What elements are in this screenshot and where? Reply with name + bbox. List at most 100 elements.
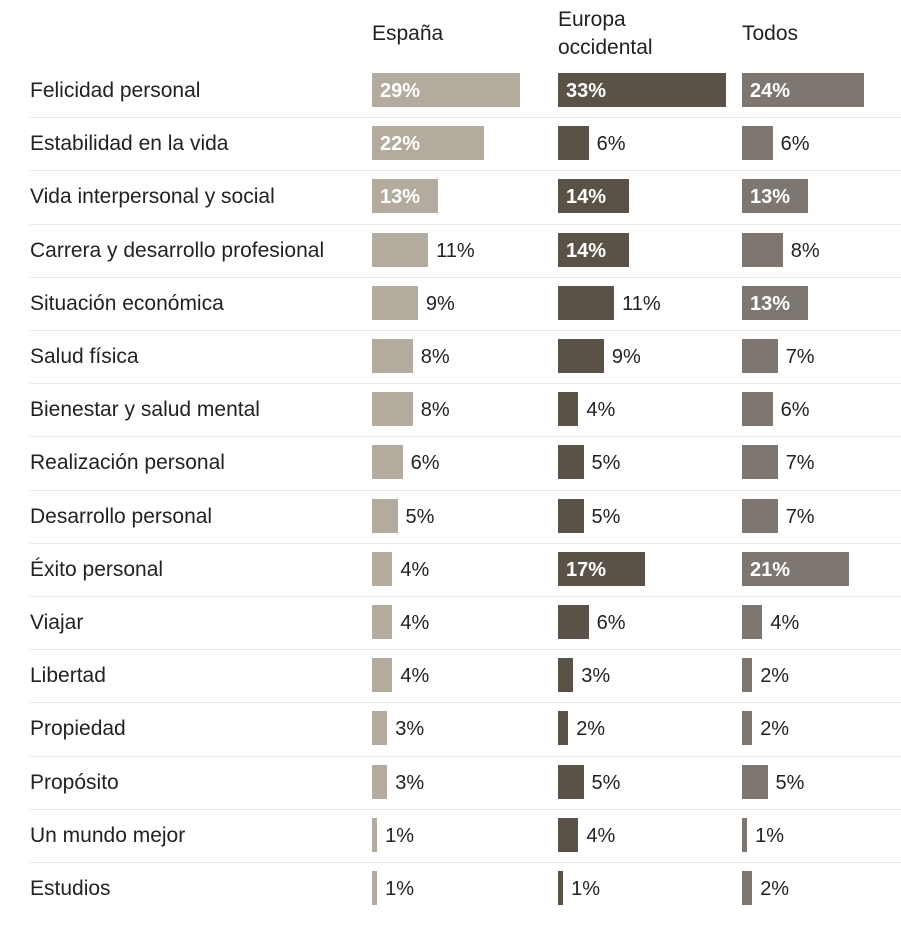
bar xyxy=(372,711,388,746)
value-label: 2% xyxy=(760,878,790,900)
bar xyxy=(558,658,574,693)
row-separator xyxy=(30,383,901,385)
row-label: Situación económica xyxy=(30,291,224,315)
bar xyxy=(372,445,403,480)
value-label: 11% xyxy=(436,239,475,262)
bar xyxy=(372,339,413,373)
value-label: 4% xyxy=(400,558,430,581)
bar xyxy=(742,179,809,214)
row-separator xyxy=(30,330,901,331)
bar xyxy=(372,658,393,693)
value-label: 24% xyxy=(750,80,791,102)
bar xyxy=(742,232,783,267)
value-label: 7% xyxy=(785,452,815,475)
row-label: Un mundo mejor xyxy=(30,823,186,847)
column-header: España xyxy=(372,22,444,45)
bar xyxy=(558,73,727,107)
value-label: 14% xyxy=(566,239,607,262)
value-label: 5% xyxy=(405,505,435,528)
value-label: 2% xyxy=(760,718,790,741)
row-label: Estabilidad en la vida xyxy=(30,132,229,156)
value-label: 4% xyxy=(400,665,430,688)
column-header: Todos xyxy=(742,22,799,45)
bar xyxy=(558,179,630,214)
row-separator xyxy=(30,862,901,863)
bar xyxy=(558,445,584,480)
row-separator xyxy=(30,808,901,810)
row-label: Desarrollo personal xyxy=(30,504,213,528)
row-separator xyxy=(30,596,901,597)
bar xyxy=(742,73,865,107)
value-label: 2% xyxy=(576,718,606,741)
value-label: 7% xyxy=(785,346,815,368)
bar xyxy=(558,232,630,267)
bar xyxy=(372,179,439,214)
value-label: 9% xyxy=(611,346,641,368)
bar xyxy=(372,126,485,161)
row-label: Carrera y desarrollo profesional xyxy=(30,238,325,262)
row-label: Vida interpersonal y social xyxy=(30,185,275,209)
value-label: 5% xyxy=(775,771,805,794)
bar xyxy=(742,817,748,852)
value-label: 21% xyxy=(750,558,791,581)
value-label: 13% xyxy=(750,186,791,209)
row-label: Éxito personal xyxy=(30,557,164,581)
value-label: 4% xyxy=(400,612,430,634)
value-label: 9% xyxy=(425,292,455,315)
value-label: 1% xyxy=(571,878,600,900)
row-separator xyxy=(30,649,901,651)
value-label: 6% xyxy=(780,399,810,422)
value-label: 6% xyxy=(596,612,626,634)
bar xyxy=(558,392,579,427)
bar xyxy=(742,551,850,586)
value-label: 13% xyxy=(380,186,421,209)
bar xyxy=(372,871,378,905)
row-label: Libertad xyxy=(30,664,106,688)
value-label: 13% xyxy=(750,292,791,315)
value-label: 8% xyxy=(420,399,450,422)
value-label: 8% xyxy=(790,239,820,262)
row-separator xyxy=(30,489,901,491)
row-separator xyxy=(30,223,901,225)
value-label: 4% xyxy=(586,399,616,422)
bar xyxy=(742,445,778,480)
bar xyxy=(558,871,564,905)
row-label: Felicidad personal xyxy=(30,79,201,102)
bar xyxy=(372,232,429,267)
bar xyxy=(742,711,753,746)
bar xyxy=(372,73,520,107)
bar xyxy=(558,711,569,746)
value-label: 17% xyxy=(566,558,607,581)
bar xyxy=(372,764,388,799)
bar xyxy=(558,126,589,161)
row-label: Propiedad xyxy=(30,717,126,741)
bar xyxy=(558,498,584,533)
bar xyxy=(558,605,589,639)
value-label: 1% xyxy=(385,878,414,900)
bar xyxy=(742,126,773,161)
bar xyxy=(558,285,615,320)
value-label: 6% xyxy=(780,133,810,156)
row-label: Viajar xyxy=(30,611,84,634)
row-separator xyxy=(30,542,901,544)
row-label: Estudios xyxy=(30,877,111,900)
bar xyxy=(558,339,604,373)
row-separator xyxy=(30,702,901,704)
value-label: 4% xyxy=(586,824,616,847)
bar xyxy=(372,498,398,533)
row-label: Propósito xyxy=(30,770,119,794)
value-label: 1% xyxy=(385,824,414,847)
row-separator xyxy=(30,276,901,278)
value-label: 8% xyxy=(420,346,450,368)
value-label: 6% xyxy=(410,452,440,475)
value-label: 3% xyxy=(581,665,611,688)
bar xyxy=(742,658,753,693)
bar xyxy=(558,551,645,586)
value-label: 3% xyxy=(395,771,425,794)
bar xyxy=(372,392,413,427)
bar xyxy=(742,285,809,320)
bar xyxy=(742,339,778,373)
bar xyxy=(372,285,418,320)
row-separator xyxy=(30,436,901,438)
value-label: 6% xyxy=(596,133,626,156)
